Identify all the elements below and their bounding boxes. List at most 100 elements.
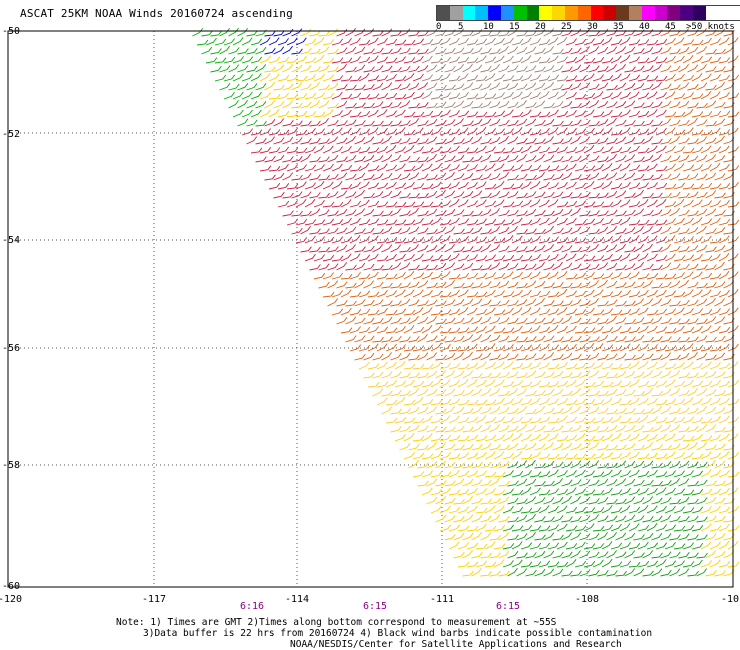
wind-barb xyxy=(718,487,730,496)
wind-barb xyxy=(628,417,641,424)
wind-barb xyxy=(651,264,663,271)
wind-barb xyxy=(633,102,645,109)
wind-barb xyxy=(358,93,371,100)
wind-barb xyxy=(714,192,726,199)
wind-barb xyxy=(223,92,235,100)
wind-barb xyxy=(232,56,244,64)
wind-barb xyxy=(673,307,685,316)
wind-barb xyxy=(295,147,308,154)
wind-barb xyxy=(291,120,303,127)
wind-barb xyxy=(313,128,325,136)
wind-barb xyxy=(336,262,348,271)
wind-barb xyxy=(583,255,596,262)
wind-barb xyxy=(493,361,505,370)
wind-barb xyxy=(520,417,533,424)
wind-barb xyxy=(624,568,636,577)
wind-barb xyxy=(705,208,717,217)
wind-barb xyxy=(696,225,707,235)
wind-barb xyxy=(561,532,573,541)
wind-barb xyxy=(525,496,537,505)
wind-barb xyxy=(705,336,717,343)
wind-barb xyxy=(714,352,726,361)
wind-barb xyxy=(336,227,348,235)
wind-barb xyxy=(273,84,285,91)
wind-barb xyxy=(615,264,627,271)
wind-barb xyxy=(237,82,249,91)
wind-barb xyxy=(610,73,622,82)
wind-barb xyxy=(331,146,343,154)
wind-barb xyxy=(606,479,618,487)
wind-barb xyxy=(421,147,434,154)
wind-barb xyxy=(655,57,668,64)
lon-label-120: -120 xyxy=(0,594,23,605)
wind-barb xyxy=(565,470,577,478)
wind-barb xyxy=(633,173,645,181)
wind-barb xyxy=(646,469,658,478)
wind-barb xyxy=(336,120,348,127)
wind-barb xyxy=(673,217,685,226)
wind-barb xyxy=(723,298,735,307)
wind-barb xyxy=(574,488,586,496)
wind-barb xyxy=(601,37,613,46)
wind-barb xyxy=(687,191,699,199)
wind-barb xyxy=(691,525,704,532)
wind-barb xyxy=(201,30,213,37)
wind-barb xyxy=(376,273,389,280)
wind-barb xyxy=(471,443,483,451)
wind-barb xyxy=(426,118,438,127)
wind-barb xyxy=(579,496,591,505)
wind-barb xyxy=(363,136,375,145)
wind-barb xyxy=(556,237,569,244)
wind-barb xyxy=(507,46,519,55)
wind-barb xyxy=(529,199,541,208)
wind-barb xyxy=(493,55,505,64)
wind-barb xyxy=(682,525,695,532)
wind-barb xyxy=(678,228,690,235)
wind-barb xyxy=(264,30,276,37)
wind-barb xyxy=(660,28,672,37)
wind-barb xyxy=(664,127,676,136)
wind-barb xyxy=(331,219,344,226)
wind-barb xyxy=(525,442,537,451)
wind-barb xyxy=(660,406,672,415)
wind-barb xyxy=(529,38,541,46)
wind-barb xyxy=(520,561,533,568)
wind-barb xyxy=(619,363,632,370)
wind-barb xyxy=(516,83,528,91)
wind-barb xyxy=(354,317,366,325)
legend-swatch xyxy=(641,6,655,20)
wind-barb xyxy=(489,118,501,127)
wind-barb xyxy=(475,38,488,46)
wind-barb xyxy=(687,498,699,505)
wind-barb xyxy=(246,83,258,91)
wind-barb xyxy=(453,515,465,523)
wind-barb xyxy=(435,189,446,199)
wind-barb xyxy=(408,137,420,145)
wind-barb xyxy=(547,37,559,46)
wind-barb xyxy=(435,172,447,181)
wind-barb xyxy=(484,471,497,478)
wind-barb xyxy=(583,201,596,208)
wind-barb xyxy=(444,406,455,415)
wind-barb xyxy=(219,83,231,91)
wind-barb xyxy=(511,146,524,154)
wind-barb xyxy=(619,399,632,406)
wind-barb xyxy=(579,119,591,127)
wind-barb xyxy=(381,244,393,253)
wind-barb xyxy=(655,219,668,226)
wind-barb xyxy=(561,137,573,145)
wind-barb xyxy=(466,452,479,460)
wind-barb xyxy=(678,82,690,91)
wind-barb xyxy=(633,479,645,487)
wind-barb xyxy=(421,453,434,460)
wind-barb xyxy=(471,551,483,559)
wind-barb xyxy=(628,379,640,388)
wind-barb xyxy=(430,309,443,316)
wind-barb xyxy=(592,255,605,262)
wind-barb xyxy=(439,56,452,64)
wind-barb xyxy=(286,200,298,208)
wind-barb xyxy=(628,506,641,514)
wind-barb xyxy=(655,38,668,46)
wind-barb xyxy=(651,192,663,199)
wind-barb xyxy=(223,56,236,64)
